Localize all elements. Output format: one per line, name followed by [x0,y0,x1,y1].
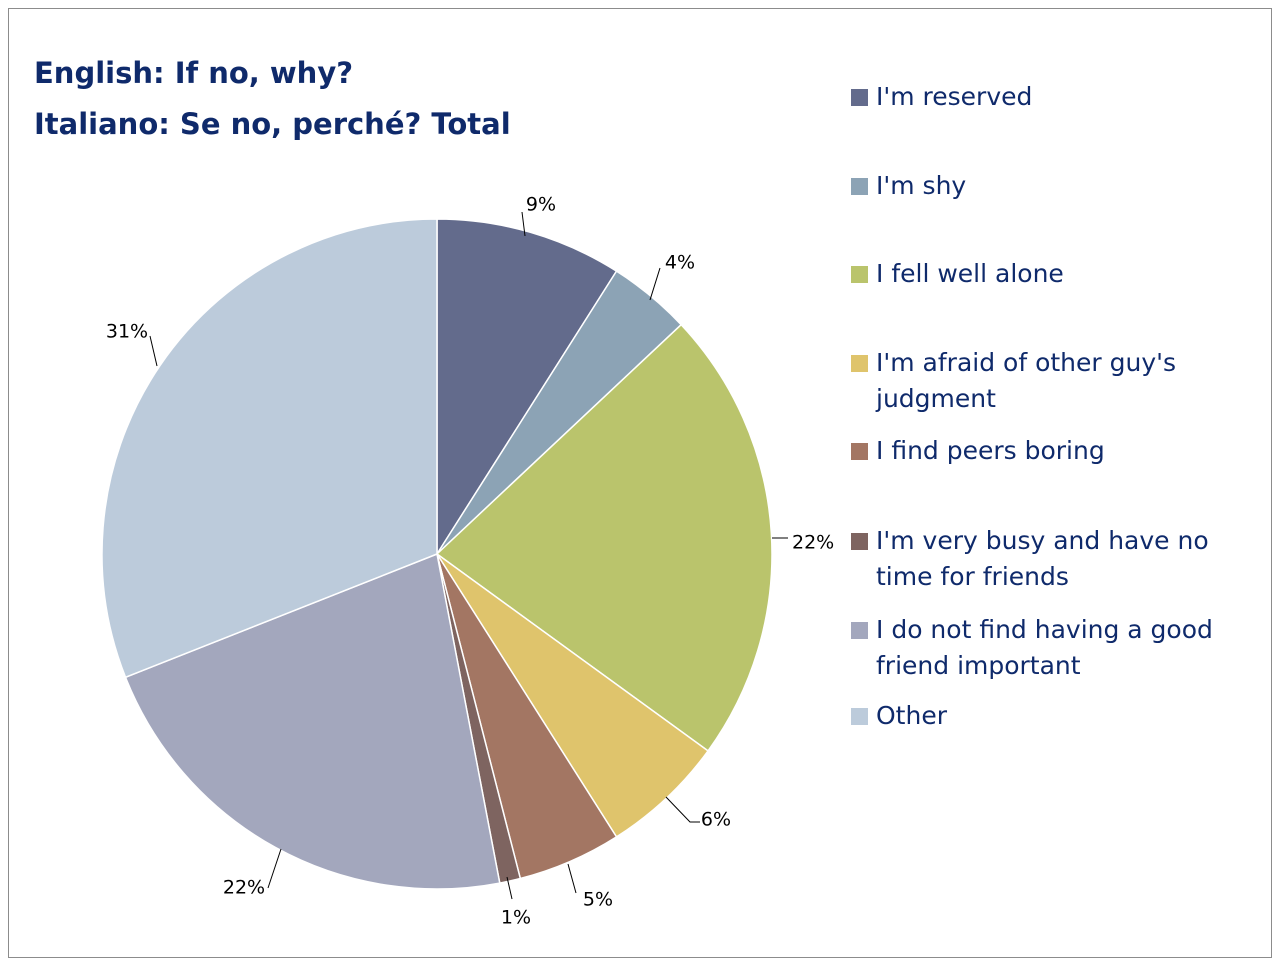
data-label: 5% [583,889,613,911]
legend-label: I fell well alone [876,259,1064,288]
data-label: 22% [792,532,834,554]
legend-item-i-m-afraid-of-other-guy-s: I'm afraid of other guy's judgment [851,345,1236,417]
data-label: 6% [701,809,731,831]
legend-swatch [851,266,868,283]
legend-swatch [851,178,868,195]
data-label: 1% [501,907,531,929]
data-labels: 9% 4% 22% 6% 5% 1% 22% 31% [106,194,834,929]
legend-item-i-find-peers-boring: I find peers boring [851,433,1236,469]
legend-swatch [851,355,868,372]
data-label: 31% [106,321,148,343]
legend-item-i-do-not-find-having-a-good: I do not find having a good friend impor… [851,612,1236,684]
legend-label: I find peers boring [876,436,1105,465]
legend-label: I'm afraid of other guy's judgment [876,348,1177,413]
leader-line [567,863,577,894]
legend-item-i-m-shy: I'm shy [851,168,1236,204]
legend-swatch [851,533,868,550]
data-label: 9% [526,194,556,216]
data-label: 22% [223,877,265,899]
pie-slice-other [101,218,438,679]
pie-slice-i-do-not-find-having-a-good [124,552,501,890]
pie-slice-i-m-reserved [436,218,618,557]
legend-swatch [851,622,868,639]
legend-swatch [851,708,868,725]
data-label: 4% [665,252,695,274]
legend-label: I do not find having a good friend impor… [876,615,1213,680]
leader-line [649,267,661,301]
leader-line [267,848,282,889]
legend: I'm reserved I'm shy I fell well alone I'm … [851,0,1271,963]
leader-line [149,335,158,367]
legend-label: I'm very busy and have no time for frien… [876,526,1209,591]
legend-swatch [851,89,868,106]
leader-line [506,876,513,900]
legend-label: I'm shy [876,171,967,200]
legend-label: I'm reserved [876,82,1033,111]
pie-slice-i-m-afraid-of-other-guy-s [436,553,710,838]
legend-item-other: Other [851,698,1236,734]
legend-item-i-m-reserved: I'm reserved [851,79,1236,115]
chart-subtitle: Italiano: Se no, perché? Total [34,107,511,141]
legend-swatch [851,443,868,460]
legend-item-i-fell-well-alone: I fell well alone [851,256,1236,292]
leader-line [665,796,700,823]
legend-item-i-m-very-busy-and-have-no: I'm very busy and have no time for frien… [851,523,1236,595]
leader-line [521,211,526,237]
chart-title-block: English: If no, why? Italiano: Se no, pe… [34,48,511,150]
chart-title: English: If no, why? [34,56,354,90]
legend-label: Other [876,701,947,730]
pie-slice-i-fell-well-alone [435,323,773,752]
leader-lines [149,211,788,900]
pie-slices [101,218,773,890]
